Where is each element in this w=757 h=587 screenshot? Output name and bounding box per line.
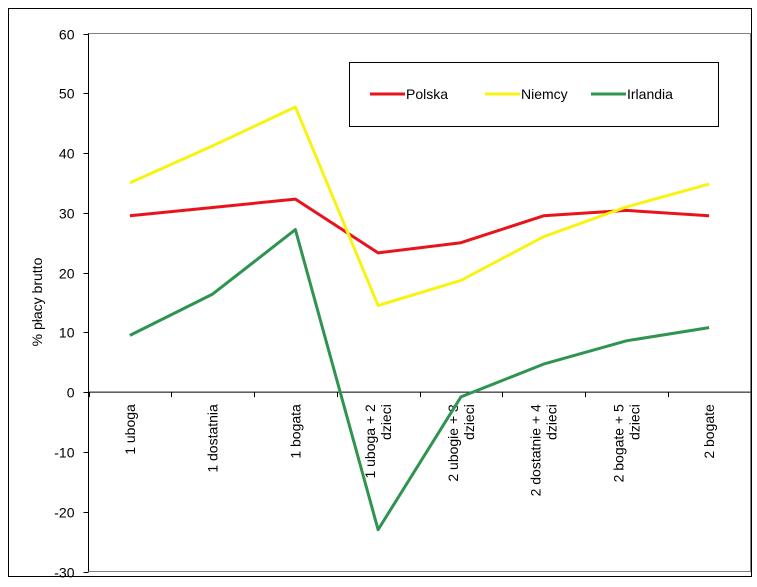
x-tick-label-line: 2 dostatnie + 4 [528, 404, 544, 496]
x-tick-label-line: 1 bogata [287, 404, 303, 459]
legend-item-irlandia: Irlandia [591, 86, 673, 102]
x-tick-label: 1 uboga + 2 dzieci [362, 404, 394, 479]
x-tick-label: 1 dostatnia [205, 404, 221, 473]
y-tick-label: -10 [54, 445, 74, 461]
y-axis: -30 -20 -10 0 10 20 30 40 50 60 [54, 27, 89, 581]
x-tick-label-line: 1 uboga [122, 404, 138, 455]
x-tick-label-line: dzieci [461, 404, 477, 440]
legend: Polska Niemcy Irlandia [349, 62, 719, 127]
x-tick-label: 1 bogata [287, 404, 303, 459]
x-tick-label-line: dzieci [544, 404, 560, 440]
x-tick-label: 2 dostatnie + 4 dzieci [528, 404, 560, 496]
x-tick-label: 1 uboga [122, 404, 138, 455]
y-tick-label: 20 [59, 266, 75, 282]
x-tick-label-line: 1 dostatnia [205, 404, 221, 473]
y-tick-label: 50 [59, 86, 75, 102]
series-layer [129, 105, 710, 532]
legend-item-niemcy: Niemcy [485, 86, 568, 102]
x-tick-label-line: dzieci [626, 404, 642, 440]
x-tick-label-line: dzieci [378, 404, 394, 440]
legend-label: Polska [406, 86, 448, 102]
y-tick-label: 10 [59, 325, 75, 341]
x-tick-label: 2 ubogie + 3 dzieci [445, 404, 477, 482]
y-tick-label: 0 [67, 385, 75, 401]
x-axis: 1 uboga 1 dostatnia 1 bogata 1 uboga + 2 dzi… [88, 391, 752, 496]
y-tick-label: -20 [54, 505, 74, 521]
y-tick-label: -30 [54, 565, 74, 581]
legend-item-polska: Polska [370, 86, 448, 102]
x-tick-label-line: 1 uboga + 2 [362, 404, 378, 479]
y-tick-label: 40 [59, 146, 75, 162]
x-tick-label-line: 2 bogate [701, 404, 717, 459]
x-tick-label-line: 2 bogate + 5 [610, 404, 626, 482]
x-tick-label-line: 2 ubogie + 3 [445, 404, 461, 482]
x-tick-label: 2 bogate [701, 404, 717, 459]
series-line-irlandia [129, 228, 710, 532]
legend-label: Irlandia [627, 86, 673, 102]
legend-box [349, 62, 719, 127]
legend-label: Niemcy [521, 86, 568, 102]
x-tick-label: 2 bogate + 5 dzieci [610, 404, 642, 482]
y-tick-label: 60 [59, 27, 75, 43]
series-line-niemcy [129, 105, 710, 307]
y-tick-label: 30 [59, 206, 75, 222]
y-axis-label: % płacy brutto [29, 257, 45, 346]
